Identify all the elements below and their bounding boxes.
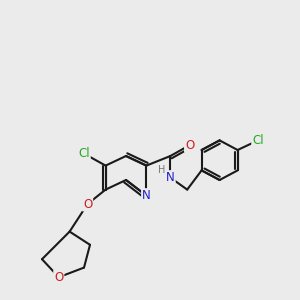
Text: Cl: Cl <box>78 147 90 160</box>
Text: N: N <box>142 189 151 202</box>
Text: N: N <box>166 171 175 184</box>
Text: O: O <box>185 139 194 152</box>
Text: H: H <box>158 165 166 176</box>
Text: O: O <box>54 271 63 284</box>
Text: Cl: Cl <box>252 134 264 147</box>
Text: O: O <box>83 197 92 211</box>
